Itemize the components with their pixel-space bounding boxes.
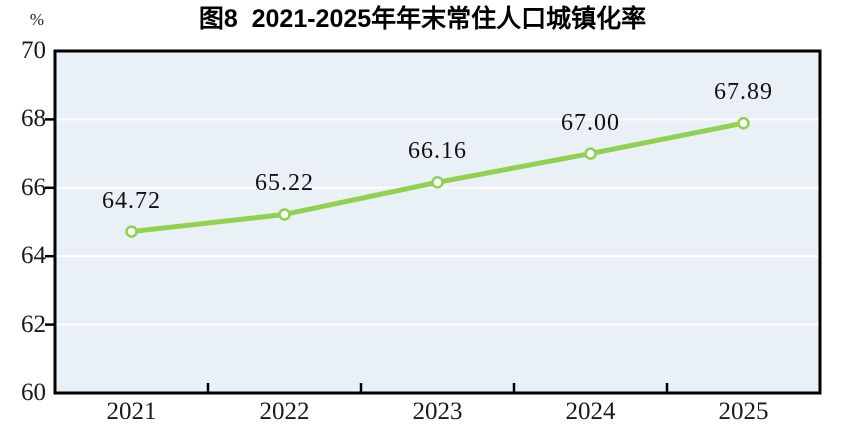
data-point-marker [278, 208, 291, 221]
data-label: 64.72 [102, 187, 161, 214]
y-tick-label: 64 [21, 242, 46, 270]
data-label: 66.16 [408, 138, 467, 165]
y-tick-label: 60 [21, 379, 46, 406]
x-tick-label: 2021 [106, 398, 157, 425]
x-tick-label: 2025 [718, 398, 769, 425]
data-label: 67.00 [561, 109, 620, 136]
data-label: 65.22 [255, 170, 314, 197]
y-tick-label: 68 [21, 105, 46, 133]
plot-border [53, 49, 822, 395]
y-tick-label: 70 [21, 37, 46, 64]
x-tick-label: 2024 [565, 398, 616, 425]
x-tick-label: 2022 [259, 398, 310, 425]
x-tick-label: 2023 [412, 398, 463, 425]
data-label: 67.89 [714, 79, 773, 106]
y-tick-label: 66 [21, 173, 46, 201]
y-tick-label: 62 [21, 310, 46, 338]
data-point-marker [125, 225, 138, 238]
data-point-marker [584, 147, 597, 160]
y-axis-unit-label: % [29, 10, 44, 29]
plot-background [55, 51, 820, 393]
data-point-marker [737, 116, 750, 130]
chart-title: 图8 2021-2025年年末常住人口城镇化率 [198, 5, 647, 33]
data-point-marker [431, 176, 444, 189]
